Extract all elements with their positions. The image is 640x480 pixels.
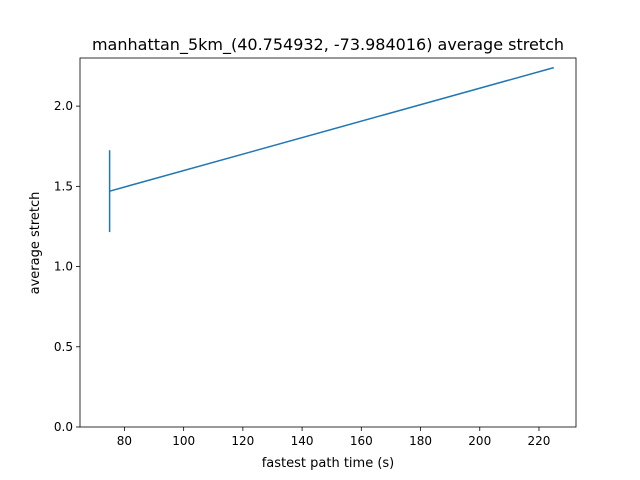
y-axis-label: average stretch [28,192,43,295]
x-tick-label: 200 [468,434,491,448]
y-tick-label: 1.5 [54,179,73,193]
chart-title: manhattan_5km_(40.754932, -73.984016) av… [92,35,564,55]
y-tick-label: 1.0 [54,260,73,274]
x-axis-label: fastest path time (s) [262,456,395,471]
x-tick-label: 160 [350,434,373,448]
y-tick-label: 0.0 [54,420,73,434]
x-tick-label: 220 [528,434,551,448]
plot-area: 80 100 120 140 160 180 200 220 0.0 0.5 1.0 1.5 2.0 [54,57,577,448]
series-line [109,66,554,192]
x-tick-label: 80 [117,434,132,448]
x-tick-label: 120 [231,434,254,448]
x-tick-label: 140 [291,434,314,448]
x-tick-label: 100 [172,434,195,448]
plot-frame [79,57,577,428]
y-tick-label: 2.0 [54,99,73,113]
x-tick-label: 180 [409,434,432,448]
y-tick-label: 0.5 [54,340,73,354]
